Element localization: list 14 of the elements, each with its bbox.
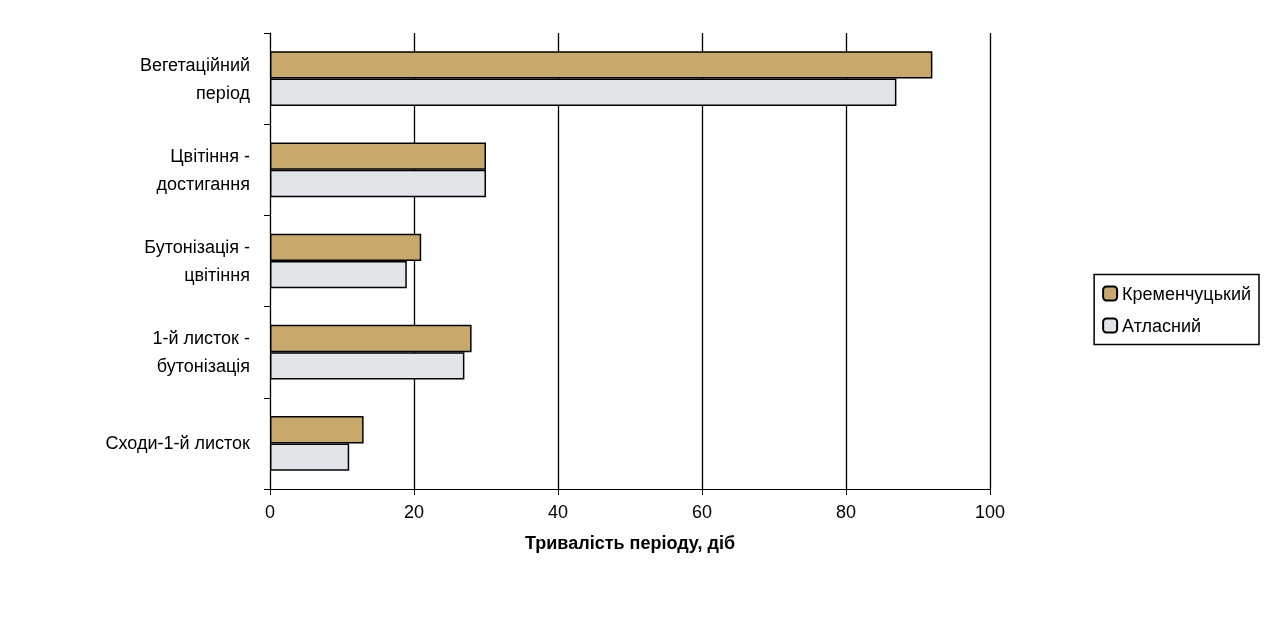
x-axis-title: Тривалість періоду, діб xyxy=(524,533,736,553)
x-tick-label: 40 xyxy=(547,502,569,522)
x-tick-label: 20 xyxy=(403,502,425,522)
y-tick-label: Бутонізація - цвітіння xyxy=(144,237,250,285)
x-tick-label: 80 xyxy=(835,502,857,522)
y-tick-label: Сходи-1-й листок xyxy=(105,433,251,454)
x-tick-label: 60 xyxy=(691,502,713,522)
y-tick-label: Вегетаційний період xyxy=(139,54,251,103)
y-tick-label: Цвітіння - достигання xyxy=(156,145,250,194)
legend-label: Атласний xyxy=(1122,315,1202,336)
x-tick-label: 0 xyxy=(264,502,276,522)
legend-label: Кременчуцький xyxy=(1122,283,1252,304)
y-tick-label: 1-й листок - бутонізація xyxy=(152,328,250,377)
x-tick-label: 100 xyxy=(974,502,1006,522)
